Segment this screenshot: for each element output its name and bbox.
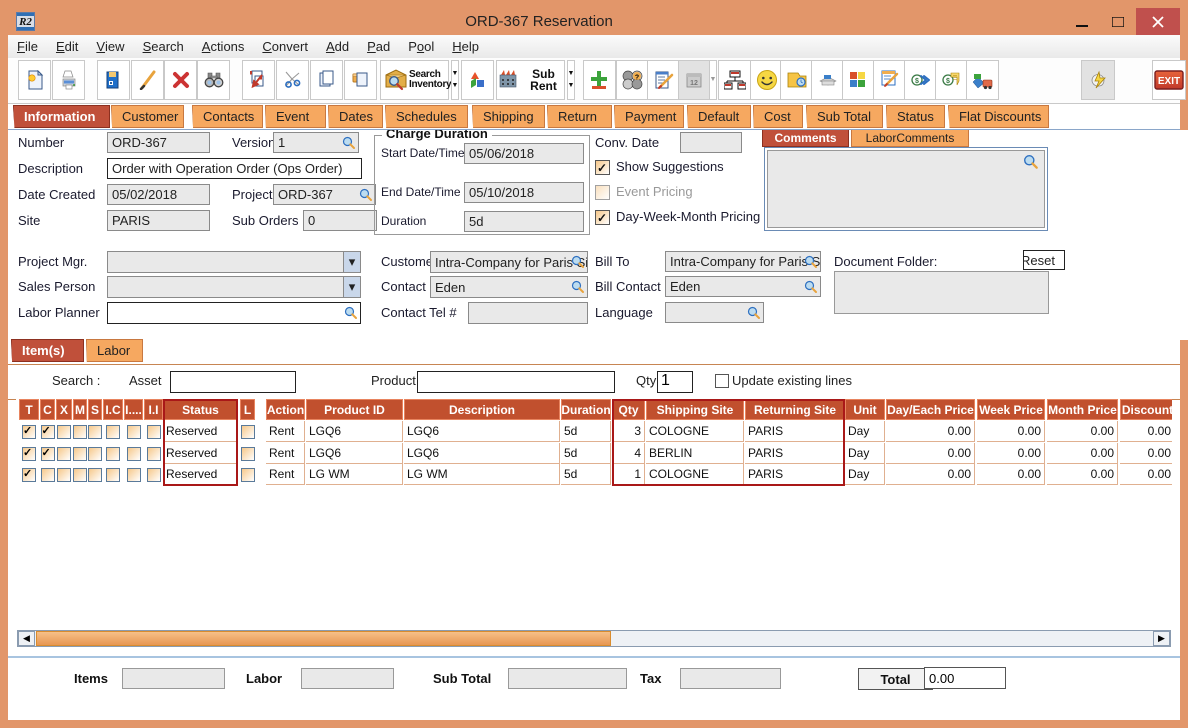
svg-text:$: $ bbox=[946, 78, 950, 85]
svg-text:$: $ bbox=[915, 78, 919, 85]
svg-text:12: 12 bbox=[690, 80, 698, 87]
svg-text:EXIT: EXIT bbox=[1158, 76, 1180, 87]
svg-text:?: ? bbox=[634, 75, 638, 82]
